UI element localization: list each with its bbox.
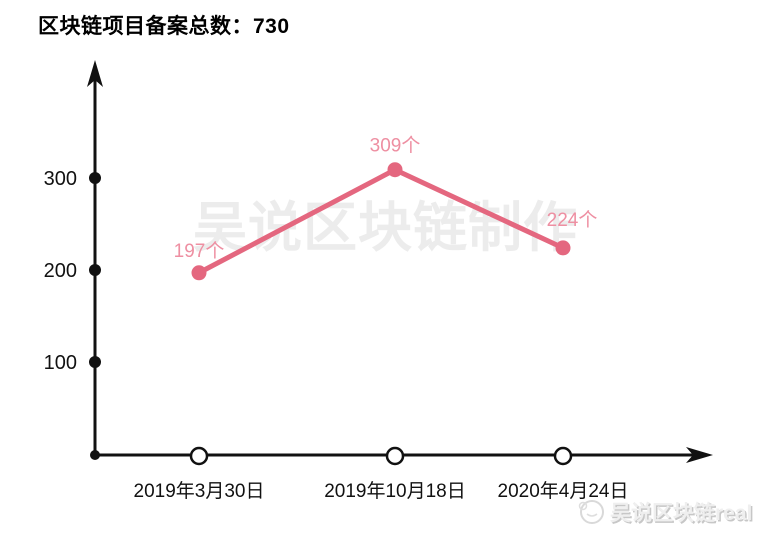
page-title: 区块链项目备案总数：730: [38, 15, 290, 38]
y-tick-dot: [89, 356, 101, 368]
origin-dot: [90, 450, 100, 460]
y-tick-label: 100: [44, 352, 77, 374]
bottom-watermark-label: 吴说区块链real: [610, 502, 753, 525]
data-point: [191, 265, 207, 281]
data-line: [196, 167, 566, 276]
data-point: [555, 240, 571, 256]
data-point-label: 224个: [547, 209, 598, 231]
x-tick-circle: [385, 446, 405, 466]
center-watermark: 吴说区块链制作: [193, 198, 578, 258]
wushuo-logo-icon: [578, 500, 604, 524]
data-point: [387, 162, 403, 178]
bottom-watermark: 吴说区块链real: [576, 497, 752, 527]
y-tick-label: 200: [44, 260, 77, 282]
x-tick-circle: [553, 446, 573, 466]
y-tick-label: 300: [44, 168, 77, 190]
data-point-label: 197个: [174, 240, 225, 262]
y-tick-dot: [89, 264, 101, 276]
x-axis-arrow-icon: [686, 447, 713, 463]
x-axis-date-label: 2019年10月18日: [324, 480, 466, 502]
x-axis-date-label: 2019年3月30日: [134, 480, 265, 502]
data-point-label: 309个: [370, 135, 421, 157]
x-tick-circle: [189, 446, 209, 466]
y-axis-arrow-icon: [87, 60, 103, 87]
x-axis-date-label: 2020年4月24日: [498, 480, 629, 502]
y-tick-dot: [89, 172, 101, 184]
